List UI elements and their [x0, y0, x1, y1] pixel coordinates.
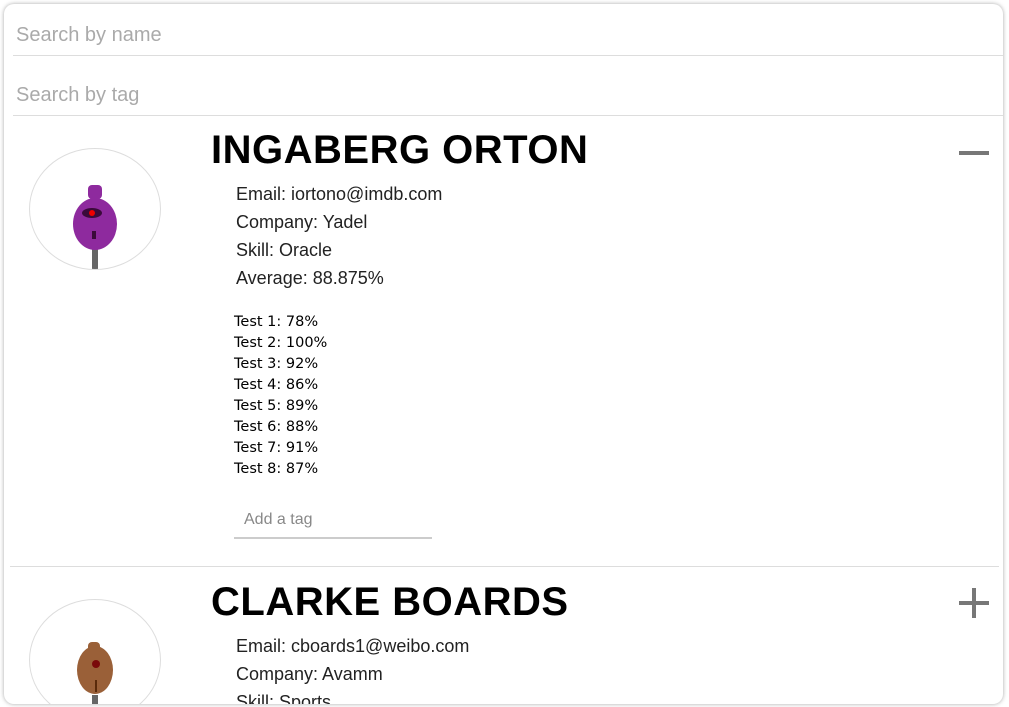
student-name: CLARKE BOARDS: [211, 580, 569, 624]
divider: [10, 566, 999, 567]
test-score: Test 1: 78%: [234, 314, 319, 330]
email: Email: iortono@imdb.com: [236, 184, 443, 204]
test-scores: Test 1: 78% Test 2: 100% Test 3: 92% Tes…: [234, 312, 327, 480]
add-tag-input[interactable]: Add a tag: [234, 511, 432, 539]
test-score: Test 8: 87%: [234, 461, 319, 477]
search-by-name-input[interactable]: Search by name: [13, 4, 1003, 56]
student-item: INGABERG ORTON Email: iortono@imdb.com C…: [10, 118, 999, 568]
company: Company: Yadel: [236, 212, 368, 232]
search-tag-placeholder: Search by tag: [16, 84, 140, 106]
minus-icon[interactable]: [958, 137, 990, 169]
test-score: Test 4: 86%: [234, 377, 319, 393]
search-name-placeholder: Search by name: [16, 24, 162, 46]
email: Email: cboards1@weibo.com: [236, 636, 470, 656]
students-card: Search by name Search by tag INGABERG OR…: [4, 4, 1003, 704]
skill: Skill: Oracle: [236, 240, 333, 260]
student-info: Email: cboards1@weibo.com Company: Avamm…: [236, 632, 469, 704]
test-score: Test 7: 91%: [234, 440, 319, 456]
plus-icon[interactable]: [958, 587, 990, 619]
student-name: INGABERG ORTON: [211, 128, 589, 172]
student-item: CLARKE BOARDS Email: cboards1@weibo.com …: [10, 570, 999, 704]
test-score: Test 3: 92%: [234, 356, 319, 372]
avatar: [29, 148, 161, 270]
test-score: Test 6: 88%: [234, 419, 319, 435]
search-by-tag-input[interactable]: Search by tag: [13, 64, 1003, 116]
average: Average: 88.875%: [236, 268, 384, 288]
skill: Skill: Sports: [236, 692, 332, 704]
avatar: [29, 599, 161, 704]
test-score: Test 5: 89%: [234, 398, 319, 414]
company: Company: Avamm: [236, 664, 383, 684]
test-score: Test 2: 100%: [234, 335, 328, 351]
student-info: Email: iortono@imdb.com Company: Yadel S…: [236, 180, 442, 292]
